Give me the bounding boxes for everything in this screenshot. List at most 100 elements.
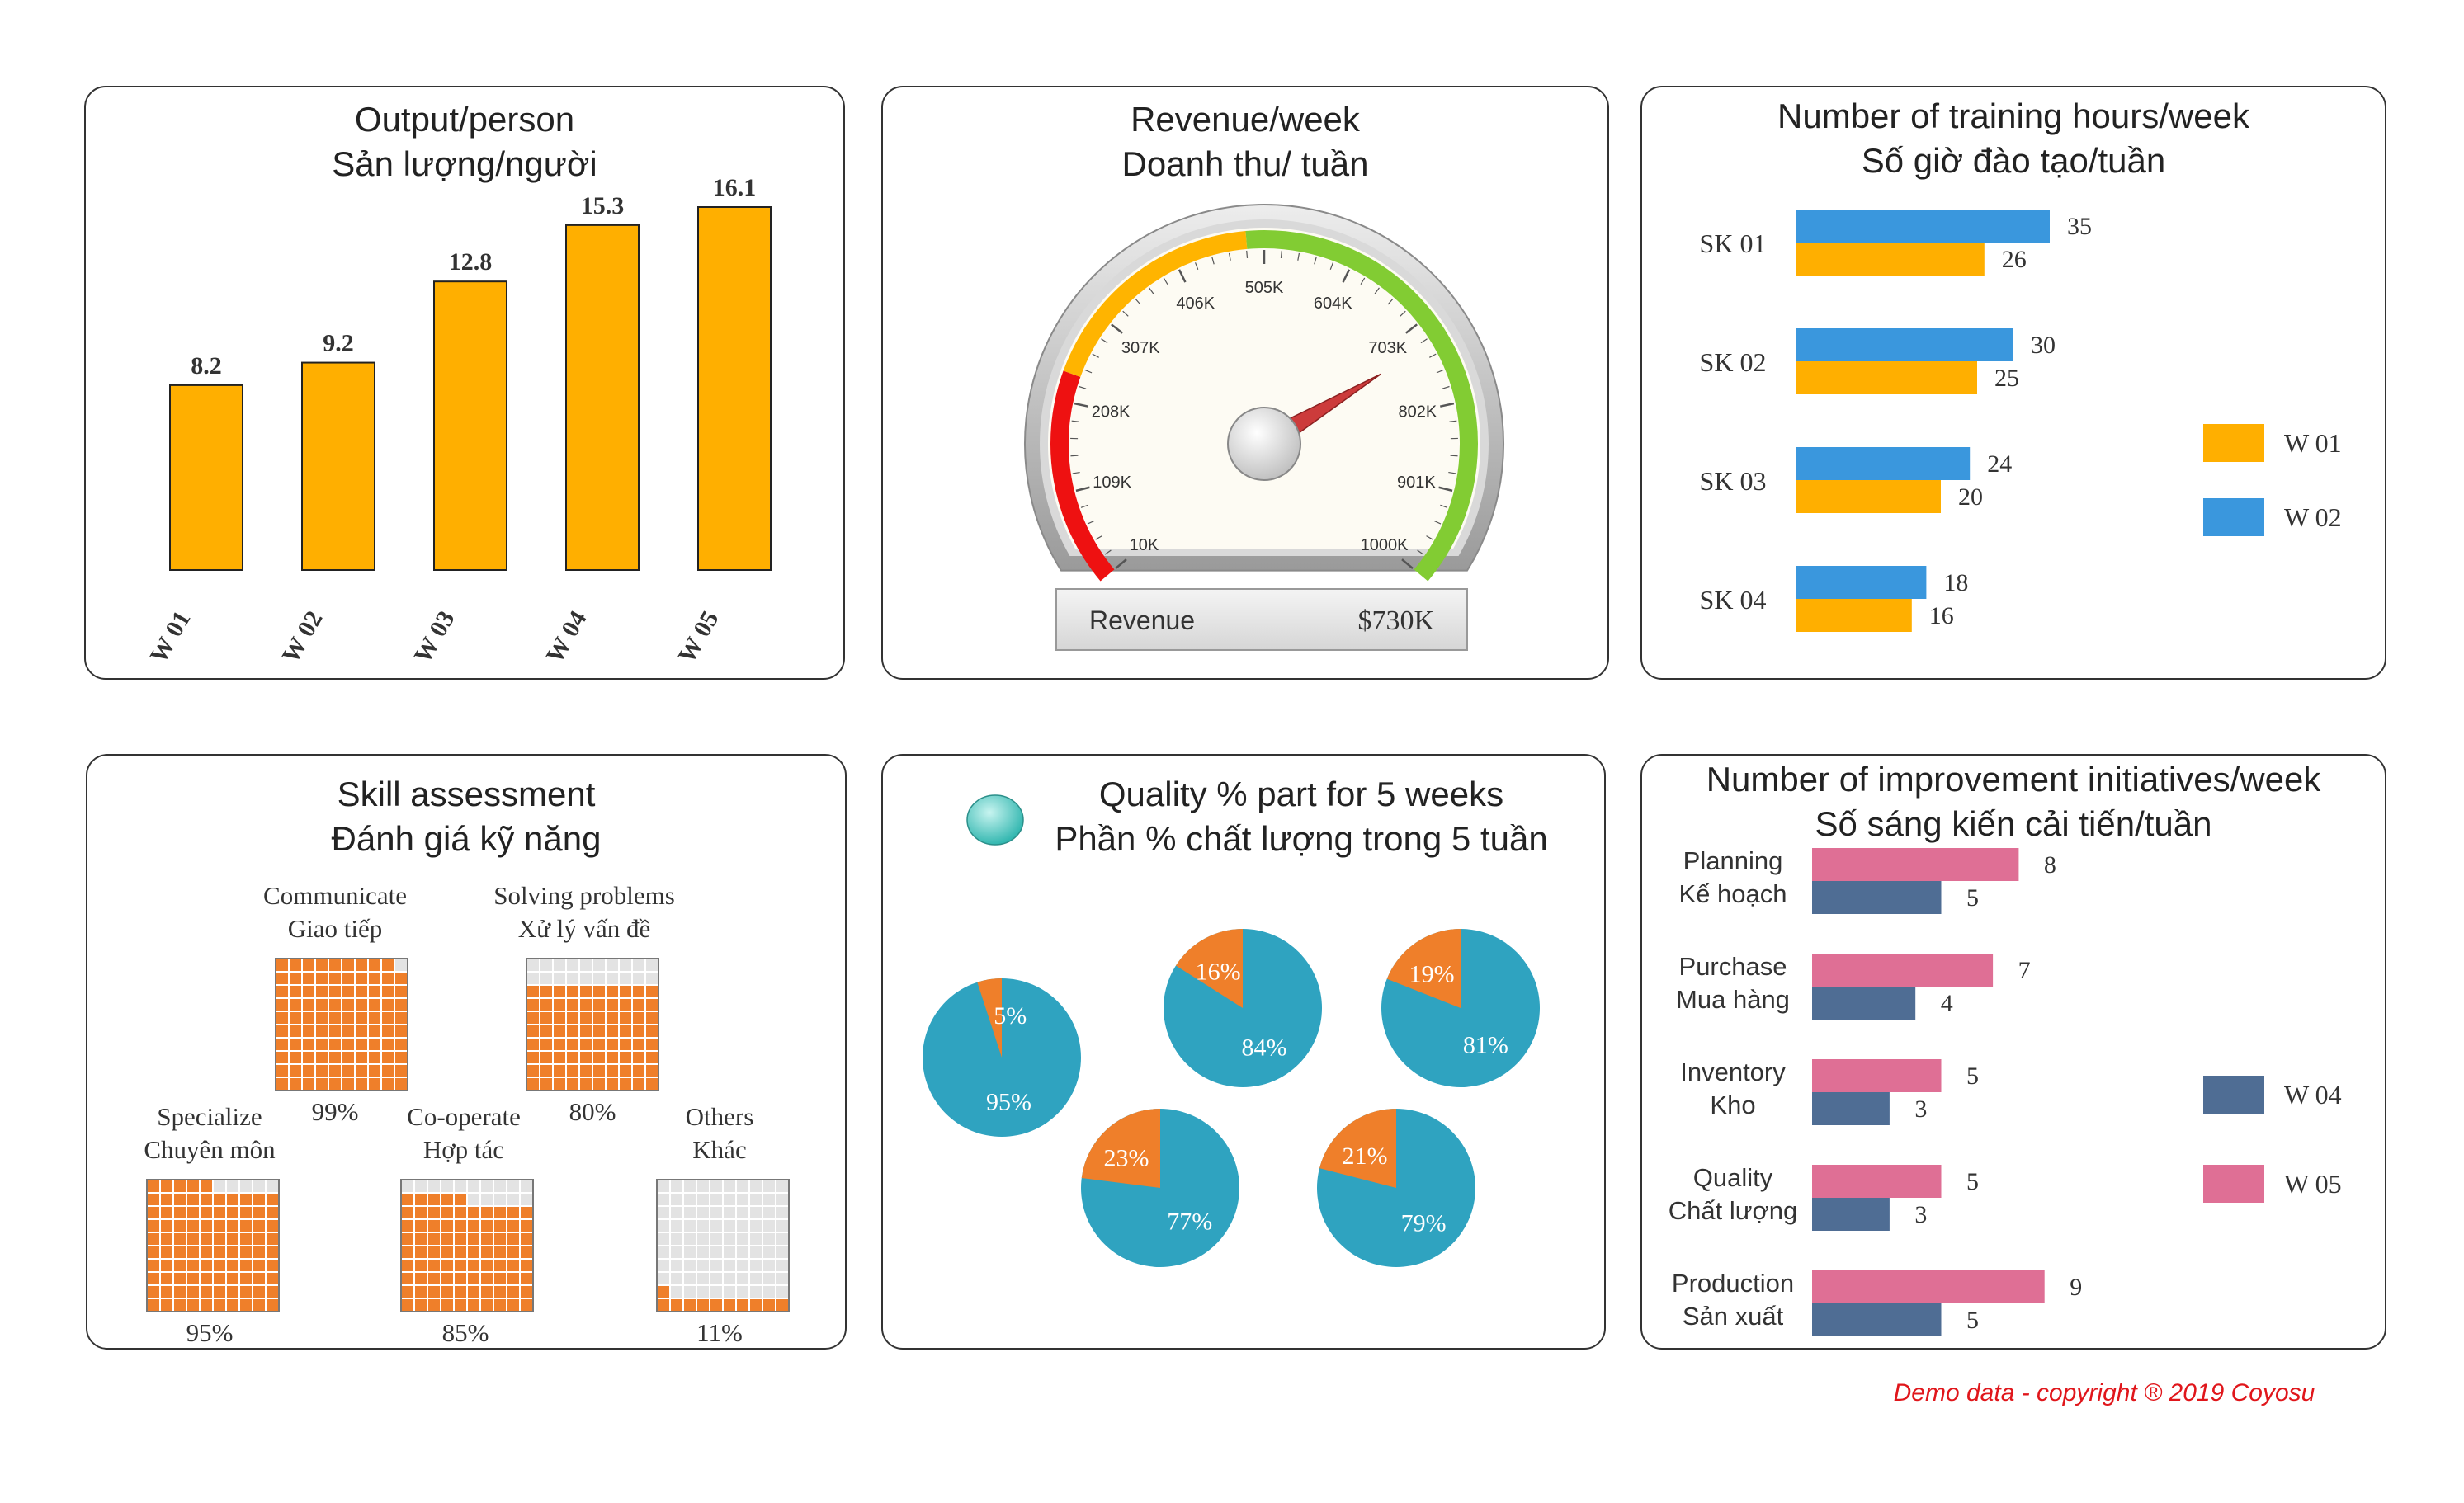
skill-waffle-cell — [646, 1052, 658, 1063]
gauge-color-band — [1245, 230, 1478, 582]
skill-waffle-cell — [724, 1180, 735, 1192]
skill-waffle-cell — [428, 1220, 440, 1232]
improvement-category-label: Sản xuất — [1683, 1302, 1784, 1331]
training-legend-label: W 02 — [2284, 502, 2342, 532]
gauge-tick — [1342, 269, 1351, 283]
skill-waffle-cell — [507, 1299, 519, 1311]
skill-waffle-cell — [148, 1299, 159, 1311]
skill-waffle-cell — [253, 1286, 265, 1298]
skill-waffle-cell — [580, 1065, 592, 1077]
skill-waffle-cell — [441, 1180, 453, 1192]
skill-waffle-cell — [455, 1220, 466, 1232]
skill-waffle-cell — [507, 1273, 519, 1284]
skill-waffle-cell — [763, 1220, 775, 1232]
skill-waffle-chart: Communicate Giao tiếp 99% Solving problems X… — [144, 881, 790, 1347]
skill-waffle-cell — [455, 1260, 466, 1271]
skill-name-label: Co-operate — [407, 1102, 521, 1131]
skill-waffle-cell — [646, 1025, 658, 1037]
improvement-bar-chart: 8 5 Planning Kế hoạch 7 4 Purchase Mua hàng 5 3 In… — [1669, 846, 2342, 1336]
skill-waffle-cell — [763, 1260, 775, 1271]
output-x-tick-label: W 05 — [673, 606, 724, 667]
output-x-tick-label: W 04 — [540, 606, 592, 667]
skill-waffle-cell — [267, 1246, 278, 1258]
skill-waffle-cell — [468, 1233, 479, 1245]
skill-waffle-cell — [494, 1246, 506, 1258]
skill-waffle-cell — [684, 1299, 696, 1311]
skill-waffle-cell — [468, 1194, 479, 1205]
improvement-legend-label: W 04 — [2284, 1080, 2342, 1110]
gauge-tick — [1401, 558, 1414, 570]
skill-waffle-cell — [214, 1299, 225, 1311]
skill-waffle-cell — [329, 973, 341, 984]
skill-waffle-cell — [415, 1246, 427, 1258]
skill-waffle-cell — [303, 1025, 314, 1037]
skill-waffle-cell — [428, 1207, 440, 1218]
skill-value-label: 95% — [186, 1318, 234, 1347]
skill-waffle-cell — [290, 1025, 301, 1037]
skill-waffle-cell — [227, 1180, 238, 1192]
skill-waffle-cell — [148, 1246, 159, 1258]
gauge-hub — [1227, 407, 1301, 481]
skill-waffle-cell — [161, 1299, 172, 1311]
skill-waffle-cell — [633, 1012, 644, 1024]
skill-waffle-cell — [148, 1180, 159, 1192]
skill-waffle-cell — [684, 1194, 696, 1205]
skill-waffle-cell — [607, 986, 618, 997]
skill-waffle-cell — [329, 1012, 341, 1024]
training-panel: Number of training hours/week Số giờ đào… — [1640, 86, 2386, 680]
skill-value-label: 80% — [569, 1097, 616, 1126]
gauge-tick — [1420, 338, 1428, 344]
skill-waffle-cell — [494, 1260, 506, 1271]
gauge-tick — [1387, 298, 1394, 305]
skill-waffle-cell — [329, 999, 341, 1011]
skill-waffle-cell — [214, 1273, 225, 1284]
gauge-tick — [1280, 250, 1282, 258]
skill-waffle-cell — [620, 1052, 631, 1063]
skill-waffle-cell — [267, 1194, 278, 1205]
skill-waffle-cell — [658, 1207, 669, 1218]
skill-waffle-cell — [521, 1299, 532, 1311]
skill-waffle-cell — [415, 1194, 427, 1205]
skill-waffle-cell — [607, 1078, 618, 1090]
skill-waffle-cell — [174, 1299, 186, 1311]
skill-waffle-cell — [521, 1220, 532, 1232]
revenue-label: Revenue — [1089, 605, 1195, 635]
skill-waffle-cell — [187, 1194, 199, 1205]
improvement-legend-swatch — [2203, 1076, 2264, 1114]
gauge-tick — [1438, 486, 1453, 492]
skill-waffle-cell — [776, 1286, 788, 1298]
skill-waffle-cell — [402, 1246, 413, 1258]
skill-waffle-cell — [607, 999, 618, 1011]
skill-title: Skill assessment Đánh giá kỹ năng — [331, 775, 602, 858]
skill-waffle-cell — [776, 1220, 788, 1232]
skill-waffle-cell — [737, 1260, 748, 1271]
gauge-tick — [1070, 455, 1079, 457]
skill-waffle-cell — [521, 1260, 532, 1271]
gauge-tick — [1122, 310, 1129, 317]
skill-waffle-cell — [395, 999, 407, 1011]
skill-waffle-cell — [290, 1012, 301, 1024]
skill-waffle-cell — [580, 959, 592, 971]
skill-waffle-cell — [240, 1207, 252, 1218]
gauge-tick-label: 901K — [1397, 474, 1436, 492]
skill-waffle-cell — [455, 1299, 466, 1311]
revenue-value: $730K — [1357, 605, 1434, 636]
skill-waffle-cell — [750, 1273, 762, 1284]
skill-waffle-cell — [593, 973, 605, 984]
skill-waffle-cell — [494, 1180, 506, 1192]
skill-waffle-cell — [507, 1220, 519, 1232]
skill-waffle-cell — [187, 1246, 199, 1258]
gauge-color-band — [1063, 230, 1248, 377]
skill-waffle-cell — [554, 1052, 565, 1063]
improvement-data-label: 5 — [1966, 1307, 1979, 1334]
skill-waffle-cell — [776, 1233, 788, 1245]
skill-waffle-cell — [148, 1194, 159, 1205]
skill-waffle-cell — [540, 999, 552, 1011]
output-bar — [433, 280, 507, 571]
skill-waffle-cell — [724, 1233, 735, 1245]
skill-waffle-cell — [468, 1180, 479, 1192]
skill-waffle-cell — [303, 1039, 314, 1050]
skill-waffle-cell — [494, 1233, 506, 1245]
skill-waffle-cell — [253, 1220, 265, 1232]
skill-waffle-cell — [481, 1273, 493, 1284]
